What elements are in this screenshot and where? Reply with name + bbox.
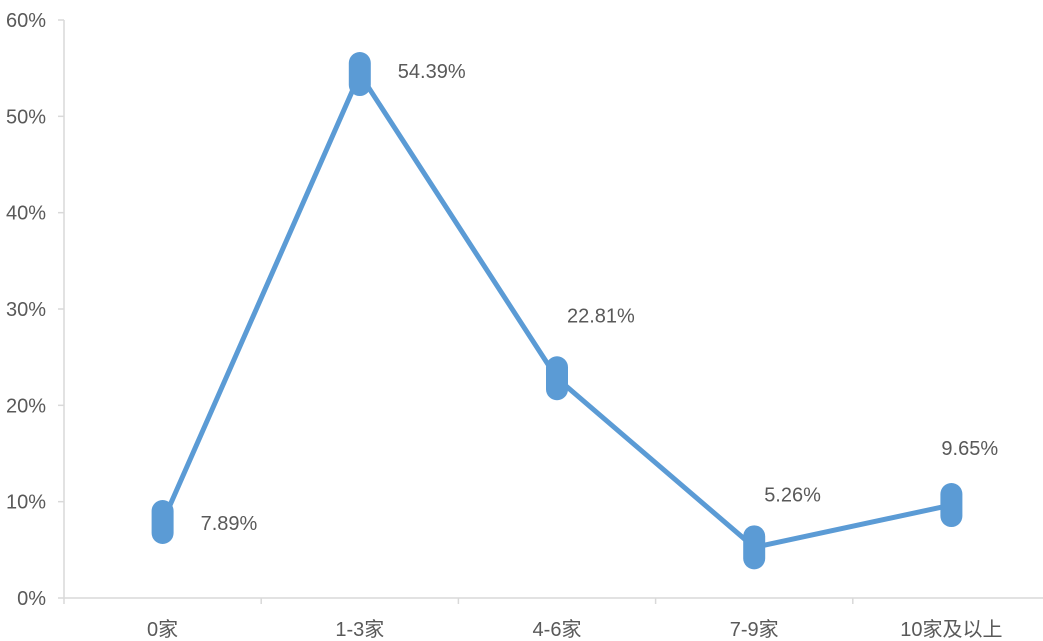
data-point-marker — [546, 356, 568, 401]
y-tick-label: 20% — [6, 395, 46, 417]
data-label: 54.39% — [398, 61, 466, 83]
y-tick-label: 40% — [6, 203, 46, 225]
series-line — [160, 71, 954, 550]
data-point-marker — [348, 52, 371, 97]
labels-layer: 7.89% 54.39% 22.81% 5.26% 9.65% — [201, 61, 999, 535]
x-tick-label: 0家 — [147, 618, 178, 641]
data-label: 22.81% — [567, 305, 635, 327]
x-tick-label: 10家及以上 — [900, 618, 1002, 641]
x-tick-label: 1-3家 — [335, 618, 384, 641]
y-tick-label: 50% — [6, 106, 46, 128]
y-tick-label: 60% — [6, 10, 46, 32]
series-layer — [151, 52, 963, 570]
data-point-marker — [743, 525, 766, 570]
data-label: 5.26% — [764, 484, 821, 506]
y-tick-label: 10% — [6, 492, 46, 514]
data-point-marker — [940, 483, 963, 528]
x-tick-label: 4-6家 — [533, 618, 582, 641]
x-tick-label: 7-9家 — [730, 618, 779, 641]
data-point-marker — [151, 499, 174, 544]
y-tick-label: 0% — [17, 588, 46, 610]
data-label: 7.89% — [201, 513, 258, 535]
y-tick-label: 30% — [6, 299, 46, 321]
axes-layer: 0% 10% 20% 30% 40% 50% 60% 0家 1-3家 4-6家 7-9家 10家及以上 — [6, 10, 1043, 641]
data-label: 9.65% — [941, 438, 998, 460]
